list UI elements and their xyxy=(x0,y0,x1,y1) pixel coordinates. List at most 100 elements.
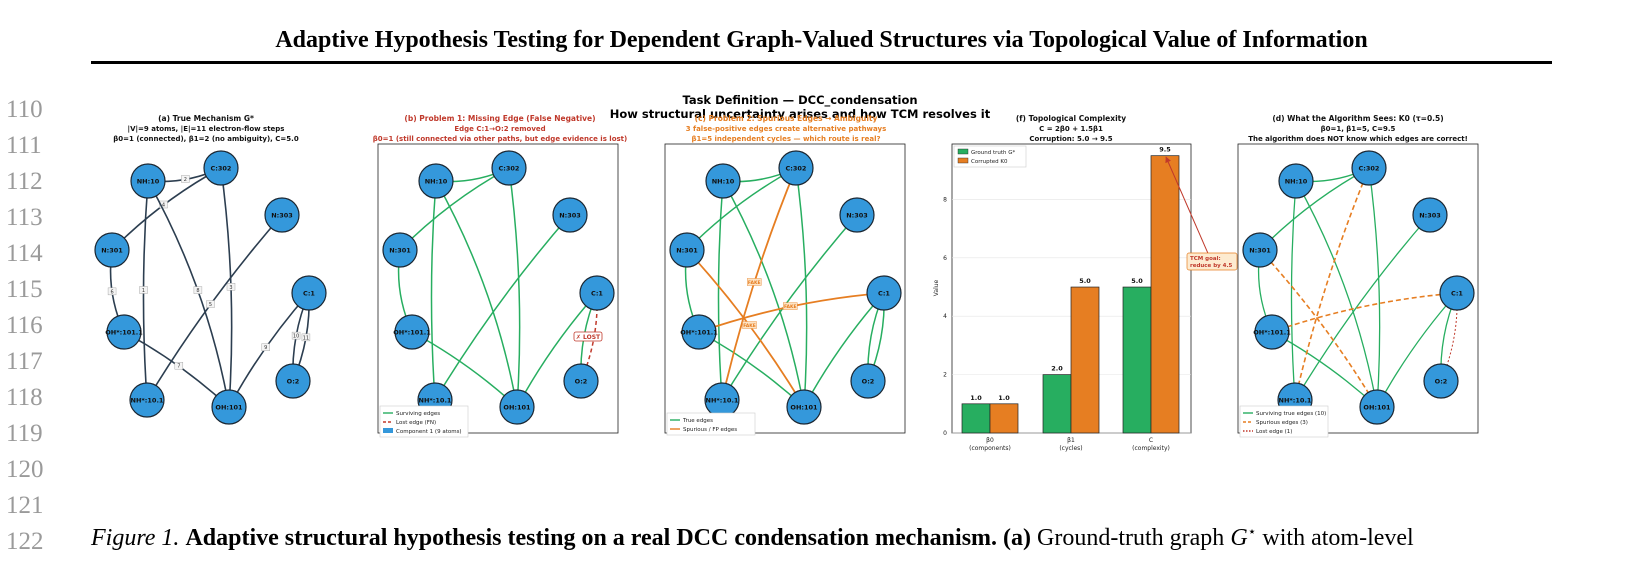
fake-label-box xyxy=(783,302,798,310)
atom-label: O:2 xyxy=(862,378,875,386)
x-tick-sublabel: (complexity) xyxy=(1132,445,1170,452)
figure-caption: Figure 1. Adaptive structural hypothesis… xyxy=(91,517,1561,554)
bar xyxy=(1070,286,1100,434)
atom-label: N:301 xyxy=(676,247,698,255)
caption-star: ⋆ xyxy=(1247,525,1257,540)
header-rule xyxy=(91,61,1552,64)
data-label: 9.5 xyxy=(1159,146,1171,154)
true-edge xyxy=(795,167,808,408)
figure-suptitle: Task Definition — DCC_condensation xyxy=(682,93,917,108)
legend-label: Lost edge (1) xyxy=(1256,429,1292,435)
fake-label: FAKE xyxy=(748,280,761,286)
atom-node xyxy=(275,363,311,399)
data-label: 1.0 xyxy=(970,394,982,402)
atom-label: N:303 xyxy=(846,212,868,220)
panel-subtitle: β0=1 (connected), β1=2 (no ambiguity), C… xyxy=(113,135,299,143)
atom-label: O:2 xyxy=(1435,378,1448,386)
atom-node xyxy=(786,389,822,425)
atom-node xyxy=(552,197,588,233)
line-number: 116 xyxy=(6,312,43,339)
electron-flow-edge xyxy=(111,167,222,251)
edge-label: 4 xyxy=(162,203,165,209)
surviving-true-edge xyxy=(1295,180,1378,408)
panel-a: (a) True Mechanism G* |V|=9 atoms, |E|=11… xyxy=(94,114,327,425)
edge-label-box xyxy=(174,362,184,370)
x-tick-label: β1 xyxy=(1067,437,1075,444)
panel-subtitle: β1=5 independent cycles — which route is… xyxy=(691,135,880,143)
line-number: 113 xyxy=(6,204,43,231)
panel-b: (b) Problem 1: Missing Edge (False Negat… xyxy=(373,114,627,438)
edge-label: 6 xyxy=(110,289,113,295)
figure-subtitle: How structural uncertainty arises and ho… xyxy=(610,107,991,121)
atom-label: NH:10 xyxy=(712,178,735,186)
panel-d: (d) What the Algorithm Sees: K0 (τ=0.5) β… xyxy=(1237,114,1479,438)
atom-label: NH:10 xyxy=(1285,178,1308,186)
atom-node xyxy=(563,363,599,399)
data-label: 1.0 xyxy=(998,394,1010,402)
line-number: 115 xyxy=(6,276,43,303)
annotation-text: reduce by 4.5 xyxy=(1190,263,1233,269)
panel-frame xyxy=(664,143,906,434)
data-label: 2.0 xyxy=(1051,365,1063,373)
atom-label: NH*:10.1 xyxy=(131,397,164,405)
edge-label: 11 xyxy=(303,335,309,341)
atom-label: OH:101 xyxy=(790,404,818,412)
atom-label: C:1 xyxy=(591,290,603,298)
x-tick-label: β0 xyxy=(986,437,994,444)
legend-swatch xyxy=(383,428,393,433)
panel-subtitle: β0=1 (still connected via other paths, b… xyxy=(373,135,627,143)
edge-label-box xyxy=(291,331,301,340)
atom-node xyxy=(382,232,418,268)
legend-label: Lost edge (FN) xyxy=(396,420,436,426)
atom-node xyxy=(418,163,454,199)
panel-subtitle: The algorithm does NOT know which edges … xyxy=(1248,135,1468,143)
atom-node xyxy=(1412,197,1448,233)
atom-label: N:301 xyxy=(389,247,411,255)
atom-node xyxy=(499,389,535,425)
line-number: 110 xyxy=(6,96,43,123)
edge-label-box xyxy=(301,333,311,342)
atom-node xyxy=(669,232,705,268)
atom-node xyxy=(1359,389,1395,425)
panel-frame xyxy=(377,143,619,434)
data-label: 5.0 xyxy=(1079,277,1091,285)
line-number: 114 xyxy=(6,240,43,267)
atom-node xyxy=(1278,163,1314,199)
data-label: 5.0 xyxy=(1131,277,1143,285)
atom-node xyxy=(203,150,239,186)
surviving-true-edge xyxy=(1290,180,1297,401)
line-numbers: 110 111 112 113 114 115 116 117 118 119 … xyxy=(6,92,56,560)
bar xyxy=(961,403,991,434)
edge-label: 3 xyxy=(229,285,232,291)
bar xyxy=(1042,374,1072,434)
legend-label: Component 1 (9 atoms) xyxy=(396,429,462,435)
y-tick-label: 8 xyxy=(943,196,947,203)
panel-subtitle: Edge C:1→O:2 removed xyxy=(454,125,545,133)
edge-label: 5 xyxy=(209,302,212,308)
fake-label-box xyxy=(742,321,757,329)
edge-label-box xyxy=(226,283,236,291)
line-number: 118 xyxy=(6,384,43,411)
atom-label: OH:101 xyxy=(503,404,531,412)
atom-node xyxy=(130,163,166,199)
x-tick-sublabel: (components) xyxy=(969,445,1011,452)
legend-label: Surviving true edges (10) xyxy=(1256,411,1326,417)
line-number: 112 xyxy=(6,168,43,195)
atom-label: O:2 xyxy=(287,378,300,386)
legend-box xyxy=(1239,405,1329,438)
panel-subtitle: C = 2β0 + 1.5β1 xyxy=(1039,125,1103,133)
atom-label: C:1 xyxy=(1451,290,1463,298)
legend-label: Corrupted K0 xyxy=(971,159,1008,165)
annotation-text: TCM goal: xyxy=(1190,256,1221,262)
panel-title: (d) What the Algorithm Sees: K0 (τ=0.5) xyxy=(1272,114,1443,123)
x-tick-label: C xyxy=(1149,437,1153,444)
atom-node xyxy=(1254,314,1290,350)
caption-text: Ground-truth graph xyxy=(1037,525,1225,551)
atom-node xyxy=(1423,363,1459,399)
y-tick-label: 6 xyxy=(943,255,947,262)
line-number: 120 xyxy=(6,456,44,483)
line-number: 121 xyxy=(6,492,44,519)
atom-node xyxy=(106,314,142,350)
legend-label: Spurious edges (3) xyxy=(1256,420,1308,426)
panel-title: (b) Problem 1: Missing Edge (False Negat… xyxy=(404,114,595,123)
